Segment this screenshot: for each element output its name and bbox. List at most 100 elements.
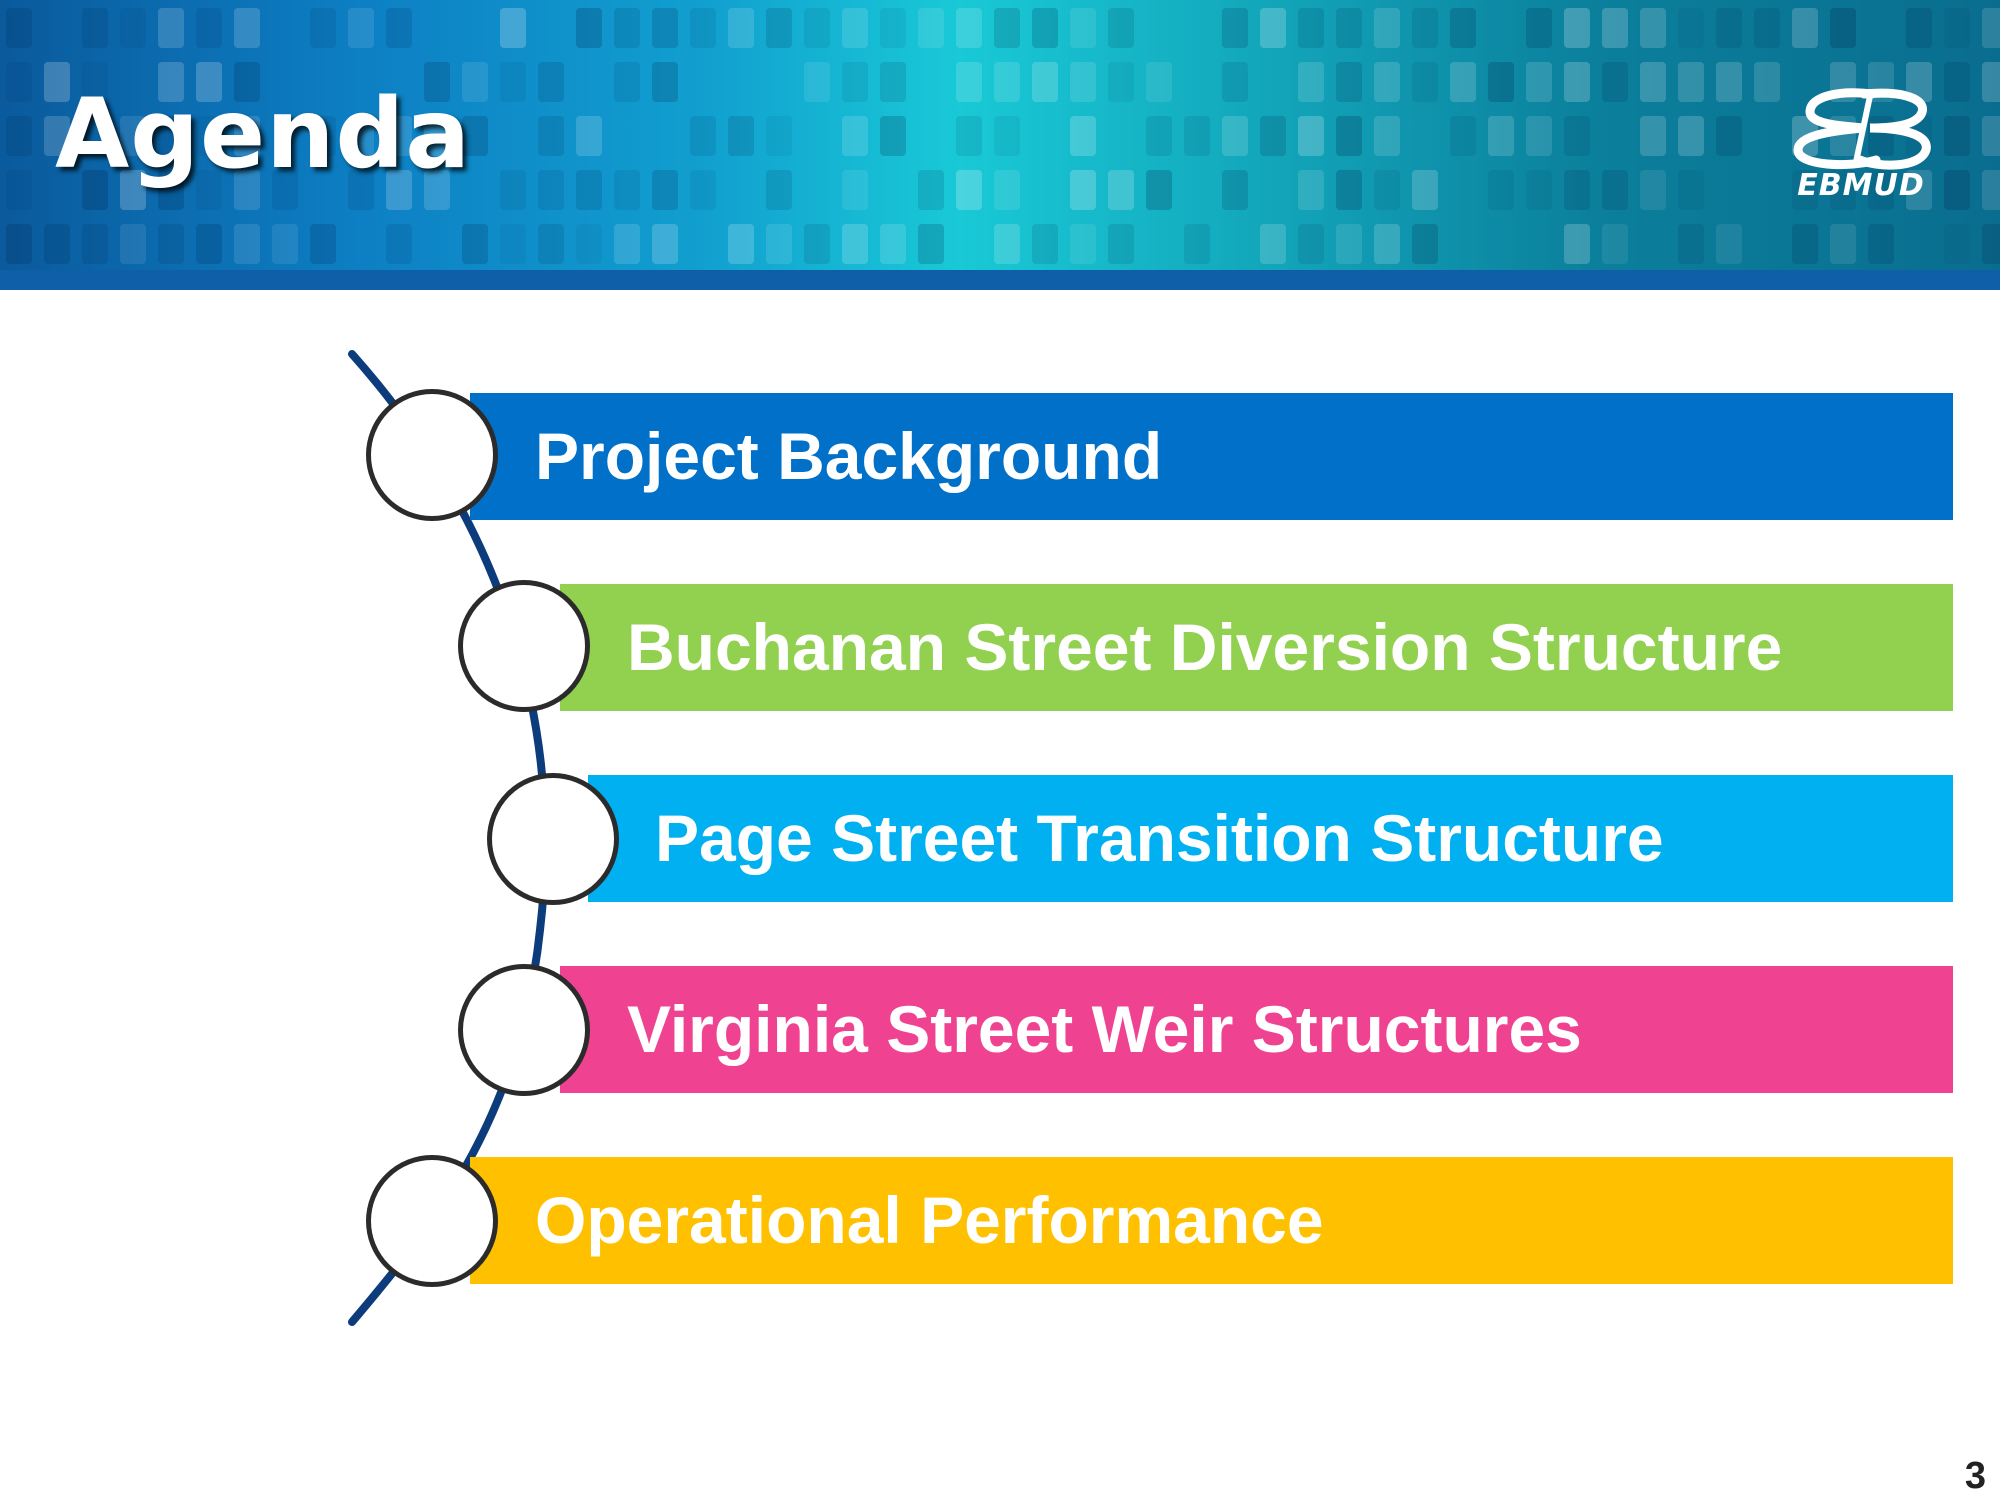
agenda-item-operational-performance: Operational Performance bbox=[470, 1157, 1953, 1284]
header-tile bbox=[1450, 116, 1476, 156]
header-tile bbox=[1336, 62, 1362, 102]
header-tile bbox=[120, 116, 146, 156]
header-tile bbox=[1412, 62, 1438, 102]
header-tile bbox=[1450, 8, 1476, 48]
header-tile bbox=[1526, 62, 1552, 102]
header-tile bbox=[1298, 170, 1324, 210]
header-tile bbox=[1640, 116, 1666, 156]
header-tile bbox=[1070, 170, 1096, 210]
header-tile bbox=[1678, 224, 1704, 264]
agenda-item-virginia-street: Virginia Street Weir Structures bbox=[560, 966, 1953, 1093]
header-tile bbox=[842, 62, 868, 102]
header-tile bbox=[424, 116, 450, 156]
header-tile bbox=[1944, 116, 1970, 156]
header-tile bbox=[1450, 62, 1476, 102]
header-tile bbox=[1944, 224, 1970, 264]
header-tile bbox=[728, 8, 754, 48]
header-tile bbox=[1982, 170, 2000, 210]
header-tile bbox=[348, 116, 374, 156]
header-tile bbox=[462, 224, 488, 264]
header-tile bbox=[1830, 224, 1856, 264]
header-tile bbox=[1336, 170, 1362, 210]
header-tile bbox=[1640, 170, 1666, 210]
header-tile bbox=[918, 224, 944, 264]
header-tile bbox=[1070, 8, 1096, 48]
agenda-item-label: Page Street Transition Structure bbox=[655, 801, 1664, 875]
header-tile bbox=[386, 8, 412, 48]
header-tile bbox=[766, 224, 792, 264]
agenda-node-circle bbox=[458, 580, 590, 712]
agenda-node-circle bbox=[487, 773, 619, 905]
header-tile bbox=[538, 116, 564, 156]
header-tile bbox=[652, 170, 678, 210]
header-tile bbox=[1640, 62, 1666, 102]
header-tile bbox=[234, 224, 260, 264]
header-tile bbox=[994, 116, 1020, 156]
header-tile bbox=[500, 8, 526, 48]
agenda-item-project-background: Project Background bbox=[470, 393, 1953, 520]
header-tile bbox=[82, 224, 108, 264]
header-tile bbox=[1488, 62, 1514, 102]
header-tile bbox=[1412, 170, 1438, 210]
header-tile bbox=[82, 8, 108, 48]
header-tile bbox=[1906, 62, 1932, 102]
header-tile bbox=[196, 62, 222, 102]
header-tile bbox=[234, 170, 260, 210]
header-tile bbox=[652, 62, 678, 102]
header-tile bbox=[158, 62, 184, 102]
header-tile bbox=[918, 8, 944, 48]
header-banner: Agenda EBMUD bbox=[0, 0, 2000, 270]
header-tile bbox=[956, 116, 982, 156]
header-tile bbox=[1982, 224, 2000, 264]
header-tile bbox=[158, 170, 184, 210]
header-tile bbox=[1716, 62, 1742, 102]
agenda-item-page-street: Page Street Transition Structure bbox=[588, 775, 1953, 902]
header-tile bbox=[120, 170, 146, 210]
header-tile bbox=[1564, 62, 1590, 102]
header-tile bbox=[1260, 224, 1286, 264]
header-tile bbox=[1298, 116, 1324, 156]
header-tile bbox=[1488, 116, 1514, 156]
header-tile bbox=[1716, 224, 1742, 264]
header-tile bbox=[994, 170, 1020, 210]
header-tile bbox=[1108, 224, 1134, 264]
header-tile bbox=[1716, 116, 1742, 156]
header-tile bbox=[1602, 224, 1628, 264]
header-tile bbox=[1146, 62, 1172, 102]
header-tile bbox=[880, 224, 906, 264]
header-tile bbox=[1032, 224, 1058, 264]
header-tile bbox=[1792, 224, 1818, 264]
header-tile bbox=[462, 62, 488, 102]
header-tile bbox=[1070, 224, 1096, 264]
header-tile bbox=[1488, 170, 1514, 210]
header-tile bbox=[386, 224, 412, 264]
header-tile bbox=[462, 116, 488, 156]
header-tile bbox=[1526, 8, 1552, 48]
header-tile bbox=[1184, 116, 1210, 156]
header-tile bbox=[1944, 8, 1970, 48]
header-tile bbox=[1640, 8, 1666, 48]
header-tile bbox=[842, 224, 868, 264]
header-tile bbox=[1298, 62, 1324, 102]
header-tile bbox=[842, 170, 868, 210]
header-tile bbox=[1108, 170, 1134, 210]
header-tile bbox=[6, 224, 32, 264]
header-tile bbox=[1754, 62, 1780, 102]
header-tile bbox=[424, 62, 450, 102]
header-tile bbox=[158, 116, 184, 156]
ebmud-logo: EBMUD bbox=[1780, 88, 1940, 203]
header-tile bbox=[1108, 8, 1134, 48]
header-tile bbox=[44, 116, 70, 156]
agenda-node-circle bbox=[458, 964, 590, 1096]
header-tile-pattern bbox=[6, 8, 2000, 264]
header-tile bbox=[234, 62, 260, 102]
header-tile bbox=[120, 8, 146, 48]
header-tile bbox=[1374, 8, 1400, 48]
header-tile bbox=[1602, 62, 1628, 102]
header-tile bbox=[1716, 8, 1742, 48]
header-tile bbox=[1222, 116, 1248, 156]
header-tile bbox=[1374, 224, 1400, 264]
header-tile bbox=[1070, 62, 1096, 102]
header-tile bbox=[1412, 224, 1438, 264]
header-rule bbox=[0, 270, 2000, 290]
